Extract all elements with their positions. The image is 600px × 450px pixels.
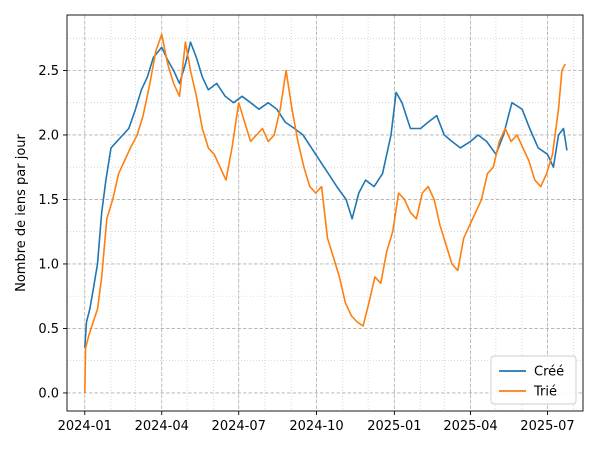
y-tick-label: 2.0 [38,128,59,143]
legend-label: Créé [534,365,564,380]
major-grid [67,15,583,411]
x-tick-label: 2024-10 [289,419,343,434]
x-tick-label: 2024-04 [135,419,189,434]
x-axis-ticks: 2024-01 2024-04 2024-07 2024-10 2025-01 2025-… [58,411,575,434]
x-tick-label: 2024-01 [58,419,112,434]
legend-label: Trié [533,385,557,400]
legend-box [490,355,577,405]
y-tick-label: 2.5 [38,64,59,79]
y-tick-label: 0.0 [38,386,59,401]
y-axis-ticks: 0.0 0.5 1.0 1.5 2.0 2.5 [38,64,67,401]
series-line-2 [84,33,566,393]
x-tick-label: 2024-07 [212,419,266,434]
y-axis-label: Nombre de iens par jour [14,133,29,291]
series-layer [84,33,568,393]
y-tick-label: 0.5 [38,322,59,337]
plot-frame [66,14,584,412]
y-tick-label: 1.5 [38,193,59,208]
y-tick-label: 1.0 [38,257,59,272]
series-line-1 [84,41,568,348]
x-tick-label: 2025-04 [443,419,497,434]
x-tick-label: 2025-01 [367,419,421,434]
legend: Créé Trié [490,355,577,405]
x-tick-label: 2025-07 [520,419,574,434]
